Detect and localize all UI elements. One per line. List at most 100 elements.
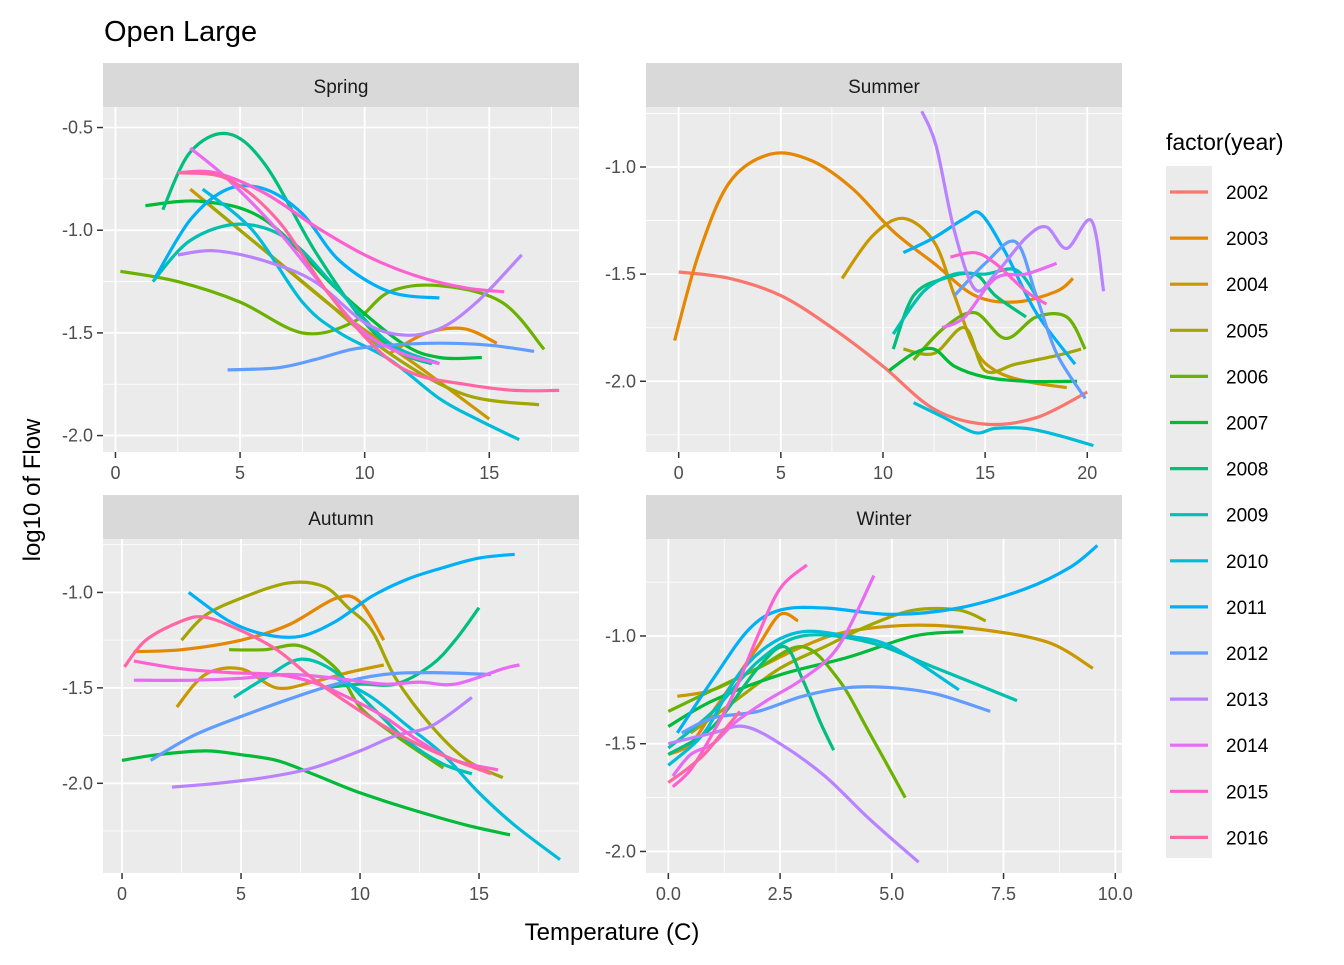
series-line-2009 (151, 222, 441, 366)
x-tick-label: 5 (235, 463, 245, 483)
facet-strip (103, 63, 579, 107)
x-tick-label: 0 (110, 463, 120, 483)
series-line-2007 (667, 630, 964, 728)
series-line-2005 (180, 580, 504, 780)
facet-strip-label: Autumn (308, 509, 373, 530)
x-tick-label: 10 (873, 463, 893, 483)
series-line-2006 (667, 645, 907, 799)
series-line-2004 (175, 663, 385, 709)
y-tick-label: -1.5 (605, 734, 636, 754)
y-tick-label: -1.0 (62, 220, 93, 240)
x-tick-label: 10 (350, 884, 370, 904)
y-tick-label: -1.0 (605, 157, 636, 177)
series-line-2011 (902, 210, 1077, 366)
facet-strip (103, 495, 579, 539)
x-tick-label: 0.0 (656, 884, 681, 904)
x-tick-label: 5.0 (879, 884, 904, 904)
y-tick-label: -1.0 (605, 626, 636, 646)
legend-label-2003: 2003 (1226, 229, 1268, 250)
series-line-2014 (133, 663, 520, 687)
series-line-2015 (950, 250, 1048, 306)
series-line-2012 (681, 685, 991, 735)
panel-background (646, 107, 1122, 452)
x-tick-label: 0 (674, 463, 684, 483)
y-tick-label: -2.0 (605, 841, 636, 861)
x-tick-label: 5 (236, 884, 246, 904)
x-tick-label: 7.5 (991, 884, 1016, 904)
series-line-2013 (920, 110, 1106, 293)
x-tick-label: 2.5 (768, 884, 793, 904)
panel-autumn: Autumn 0 5 10 15 -2.0 -1.5 -1.0 (62, 495, 579, 904)
series-line-2013 (171, 696, 473, 789)
y-tick-label: -1.0 (62, 582, 93, 602)
legend-label-2009: 2009 (1226, 506, 1268, 527)
series-line-2015 (671, 563, 808, 788)
legend-label-2014: 2014 (1226, 736, 1269, 757)
series-line-2011 (187, 552, 515, 639)
legend-label-2005: 2005 (1226, 321, 1268, 342)
facet-strip (646, 63, 1122, 107)
series-line-2011 (675, 544, 1099, 734)
series-line-2016 (123, 615, 492, 776)
series-line-2016 (667, 710, 742, 784)
legend-label-2008: 2008 (1226, 460, 1268, 481)
series-line-2010 (912, 401, 1094, 448)
legend-label-2015: 2015 (1226, 782, 1268, 803)
legend-label-2004: 2004 (1226, 275, 1269, 296)
y-tick-label: -2.0 (62, 426, 93, 446)
panel-summer: Summer 0 5 10 15 20 -2.0 -1.5 -1.0 (605, 63, 1122, 483)
series-line-2008 (667, 644, 836, 756)
facet-strip-label: Winter (857, 509, 913, 530)
panel-spring: Spring 0 5 10 15 -2.0 -1.5 -1.0 -0.5 (62, 63, 579, 483)
legend-label-2006: 2006 (1226, 367, 1268, 388)
x-tick-label: 5 (776, 463, 786, 483)
series-line-2003 (673, 151, 1075, 342)
series-line-2008 (324, 606, 481, 690)
series-line-2012 (953, 239, 1087, 400)
series-line-2009 (667, 633, 1018, 750)
y-tick-label: -1.5 (62, 678, 93, 698)
y-tick-label: -1.5 (605, 264, 636, 284)
series-line-2010 (667, 629, 960, 767)
legend-label-2013: 2013 (1226, 690, 1268, 711)
series-line-2007 (121, 749, 511, 837)
series-line-2007 (888, 346, 1078, 384)
series-line-2016 (177, 171, 560, 393)
series-line-2011 (153, 184, 440, 300)
series-line-2012 (227, 341, 535, 372)
x-tick-label: 0 (117, 884, 127, 904)
legend-key-background (1166, 166, 1212, 858)
x-tick-label: 15 (479, 463, 499, 483)
x-axis-label: Temperature (C) (525, 919, 700, 946)
legend-label-2012: 2012 (1226, 644, 1268, 665)
legend-label-2002: 2002 (1226, 183, 1268, 204)
y-tick-label: -1.5 (62, 323, 93, 343)
x-tick-label: 10 (355, 463, 375, 483)
series-line-2002 (678, 270, 1089, 427)
panel-winter: Winter 0.0 2.5 5.0 7.5 10.0 -2.0 -1.5 -1.0 (605, 495, 1133, 904)
legend-label-2010: 2010 (1226, 552, 1268, 573)
series-line-2010 (201, 187, 520, 442)
series-line-2014 (941, 261, 1058, 330)
y-tick-label: -2.0 (605, 371, 636, 391)
x-tick-label: 10.0 (1098, 884, 1133, 904)
series-line-2003 (133, 594, 386, 654)
x-tick-label: 20 (1077, 463, 1097, 483)
series-line-2015 (177, 169, 505, 294)
x-tick-label: 15 (469, 884, 489, 904)
series-line-2014 (671, 574, 876, 778)
y-tick-label: -2.0 (62, 773, 93, 793)
series-line-2012 (149, 671, 491, 762)
series-line-2009 (891, 267, 1038, 336)
legend-label-2016: 2016 (1226, 828, 1268, 849)
panel-background (103, 539, 579, 873)
x-tick-label: 15 (975, 463, 995, 483)
series-line-2013 (177, 249, 523, 337)
legend: factor(year) 2002 2003 2004 2005 2006 2007 200… (1166, 129, 1284, 858)
facet-strip-label: Summer (848, 77, 920, 98)
legend-label-2011: 2011 (1226, 598, 1267, 619)
chart-title: Open Large (104, 16, 257, 48)
facet-panels: Spring 0 5 10 15 -2.0 -1.5 -1.0 -0.5 Summer 0 5 10 15… (62, 63, 1133, 904)
